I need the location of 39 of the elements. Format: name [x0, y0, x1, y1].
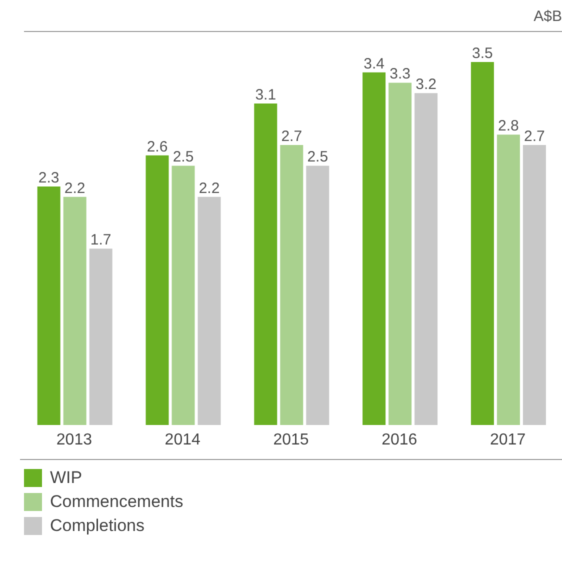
x-tick-label: 2016 — [382, 431, 418, 448]
x-tick-label: 2015 — [273, 431, 309, 448]
legend-label: Completions — [50, 515, 144, 537]
x-tick-label: 2017 — [490, 431, 526, 448]
data-label: 1.7 — [90, 232, 112, 249]
data-label: 3.5 — [472, 45, 493, 62]
bar — [89, 248, 112, 425]
data-label: 2.8 — [498, 118, 519, 135]
bar — [280, 144, 304, 425]
bar — [172, 166, 195, 425]
bar — [254, 103, 278, 425]
legend-label: WIP — [50, 467, 82, 489]
bar — [496, 134, 520, 425]
data-label: 3.2 — [416, 76, 436, 94]
data-label: 3.1 — [255, 86, 276, 104]
bar — [306, 166, 330, 425]
data-label: 2.7 — [524, 128, 545, 145]
bar — [522, 144, 546, 425]
legend-label: Commencements — [50, 491, 184, 513]
bar — [198, 196, 221, 425]
bar — [37, 186, 60, 425]
chart-title: A$B — [24, 8, 562, 32]
bar — [362, 72, 386, 425]
bar — [388, 82, 412, 425]
data-label: 2.7 — [281, 128, 302, 145]
data-label: 2.3 — [38, 169, 60, 186]
bar — [470, 62, 494, 425]
data-label: 2.5 — [172, 148, 194, 166]
data-label: 2.6 — [146, 138, 168, 156]
data-label: 3.4 — [364, 55, 384, 72]
x-tick-label: 2014 — [164, 431, 200, 448]
bar — [414, 93, 438, 425]
x-tick-label: 2013 — [56, 431, 92, 448]
bar — [63, 196, 86, 425]
data-label: 2.2 — [198, 180, 220, 197]
bar — [146, 155, 169, 425]
data-label: 2.2 — [64, 180, 86, 197]
data-label: 2.5 — [307, 148, 328, 166]
data-label: 3.3 — [390, 66, 410, 83]
